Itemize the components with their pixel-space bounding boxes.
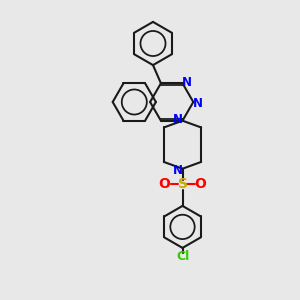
Text: N: N	[182, 76, 192, 88]
Text: N: N	[173, 164, 183, 177]
Text: N: N	[193, 97, 202, 110]
Text: O: O	[195, 177, 206, 191]
Text: S: S	[178, 177, 188, 191]
Text: Cl: Cl	[176, 250, 189, 263]
Text: N: N	[173, 113, 183, 126]
Text: O: O	[159, 177, 170, 191]
